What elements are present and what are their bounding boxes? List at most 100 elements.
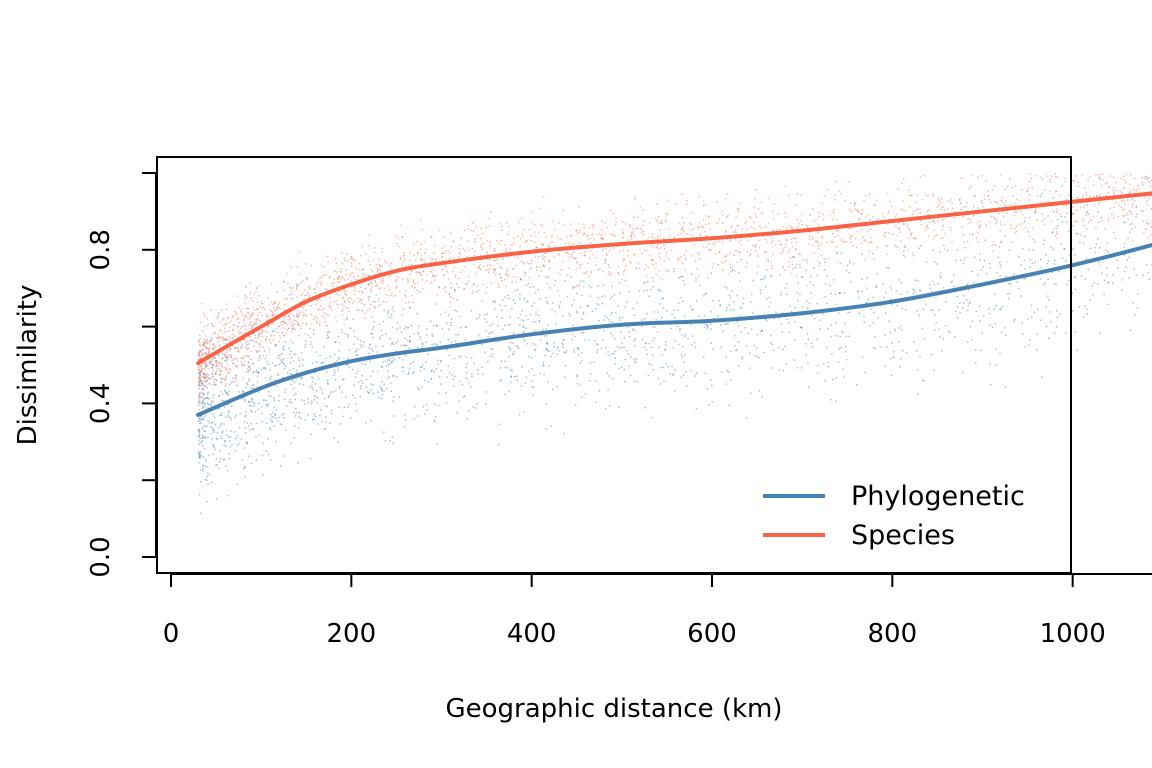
scatter-point bbox=[1088, 221, 1090, 223]
scatter-point bbox=[484, 318, 486, 320]
scatter-point bbox=[221, 319, 223, 321]
scatter-point bbox=[361, 269, 363, 271]
scatter-point bbox=[342, 379, 344, 381]
scatter-point bbox=[1127, 213, 1129, 215]
scatter-point bbox=[951, 207, 953, 209]
scatter-point bbox=[898, 228, 900, 230]
scatter-point bbox=[230, 418, 233, 421]
scatter-point bbox=[280, 359, 282, 361]
scatter-point bbox=[765, 318, 767, 320]
scatter-point bbox=[375, 283, 378, 286]
scatter-point bbox=[360, 387, 362, 390]
scatter-point bbox=[310, 341, 313, 343]
scatter-point bbox=[586, 235, 589, 237]
scatter-point bbox=[303, 289, 306, 291]
scatter-point bbox=[682, 346, 684, 348]
scatter-point bbox=[252, 323, 254, 326]
scatter-point bbox=[588, 238, 590, 240]
scatter-point bbox=[493, 271, 495, 273]
scatter-point bbox=[198, 451, 200, 453]
scatter-point bbox=[681, 217, 684, 219]
scatter-point bbox=[306, 291, 309, 294]
scatter-point bbox=[604, 233, 607, 235]
scatter-point bbox=[214, 331, 216, 334]
scatter-point bbox=[651, 340, 654, 342]
scatter-point bbox=[278, 395, 280, 397]
scatter-point bbox=[402, 308, 405, 310]
scatter-point bbox=[221, 365, 223, 367]
scatter-point bbox=[669, 373, 671, 375]
scatter-point bbox=[1053, 332, 1056, 334]
scatter-point bbox=[417, 347, 419, 349]
scatter-point bbox=[1098, 176, 1100, 178]
scatter-point bbox=[334, 378, 337, 381]
scatter-point bbox=[722, 269, 724, 271]
scatter-point bbox=[319, 281, 321, 283]
scatter-point bbox=[198, 359, 200, 361]
scatter-point bbox=[236, 483, 239, 486]
scatter-point bbox=[445, 322, 448, 324]
scatter-point bbox=[602, 339, 604, 341]
scatter-point bbox=[283, 322, 286, 324]
scatter-point bbox=[318, 277, 321, 279]
scatter-point bbox=[604, 222, 606, 224]
scatter-point bbox=[304, 333, 306, 335]
scatter-point bbox=[413, 243, 415, 246]
scatter-point bbox=[292, 341, 294, 344]
scatter-point bbox=[826, 188, 829, 191]
scatter-point bbox=[746, 229, 749, 231]
scatter-point bbox=[250, 462, 253, 465]
scatter-point bbox=[231, 444, 233, 446]
scatter-point bbox=[237, 317, 240, 320]
scatter-point bbox=[991, 250, 994, 252]
scatter-point bbox=[1137, 185, 1139, 187]
scatter-point bbox=[404, 302, 407, 304]
scatter-point bbox=[811, 342, 813, 345]
scatter-point bbox=[801, 327, 803, 329]
scatter-point bbox=[518, 413, 521, 416]
scatter-point bbox=[530, 357, 533, 359]
scatter-point bbox=[219, 370, 222, 372]
scatter-point bbox=[452, 297, 454, 299]
scatter-point bbox=[1039, 278, 1042, 280]
scatter-point bbox=[568, 244, 570, 246]
scatter-point bbox=[204, 385, 206, 387]
scatter-point bbox=[683, 222, 685, 224]
scatter-point bbox=[344, 301, 346, 303]
scatter-point bbox=[581, 359, 583, 362]
scatter-point bbox=[444, 286, 447, 288]
scatter-point bbox=[1127, 237, 1129, 239]
scatter-point bbox=[347, 278, 349, 280]
scatter-point bbox=[999, 263, 1001, 266]
scatter-point bbox=[799, 220, 802, 222]
scatter-point bbox=[240, 308, 243, 311]
scatter-point bbox=[916, 369, 919, 371]
scatter-point bbox=[354, 259, 356, 261]
scatter-point bbox=[211, 358, 214, 360]
scatter-point bbox=[227, 372, 229, 374]
scatter-point bbox=[646, 353, 648, 355]
scatter-point bbox=[808, 243, 810, 245]
scatter-point bbox=[615, 220, 617, 223]
scatter-point bbox=[624, 279, 627, 282]
scatter-point bbox=[764, 226, 766, 228]
scatter-point bbox=[314, 292, 316, 294]
scatter-point bbox=[502, 258, 504, 260]
scatter-point bbox=[910, 194, 912, 196]
scatter-point bbox=[487, 360, 489, 363]
scatter-point bbox=[213, 381, 216, 383]
scatter-point bbox=[876, 273, 878, 275]
scatter-point bbox=[230, 355, 232, 357]
scatter-point bbox=[449, 257, 451, 260]
scatter-point bbox=[246, 296, 248, 299]
scatter-point bbox=[269, 428, 272, 431]
scatter-point bbox=[407, 301, 410, 303]
scatter-point bbox=[653, 311, 655, 313]
scatter-point bbox=[252, 312, 255, 314]
scatter-point bbox=[1105, 249, 1108, 251]
scatter-point bbox=[573, 251, 575, 253]
scatter-point bbox=[513, 237, 515, 240]
scatter-point bbox=[380, 365, 383, 368]
scatter-point bbox=[414, 287, 416, 289]
scatter-point bbox=[451, 374, 453, 376]
